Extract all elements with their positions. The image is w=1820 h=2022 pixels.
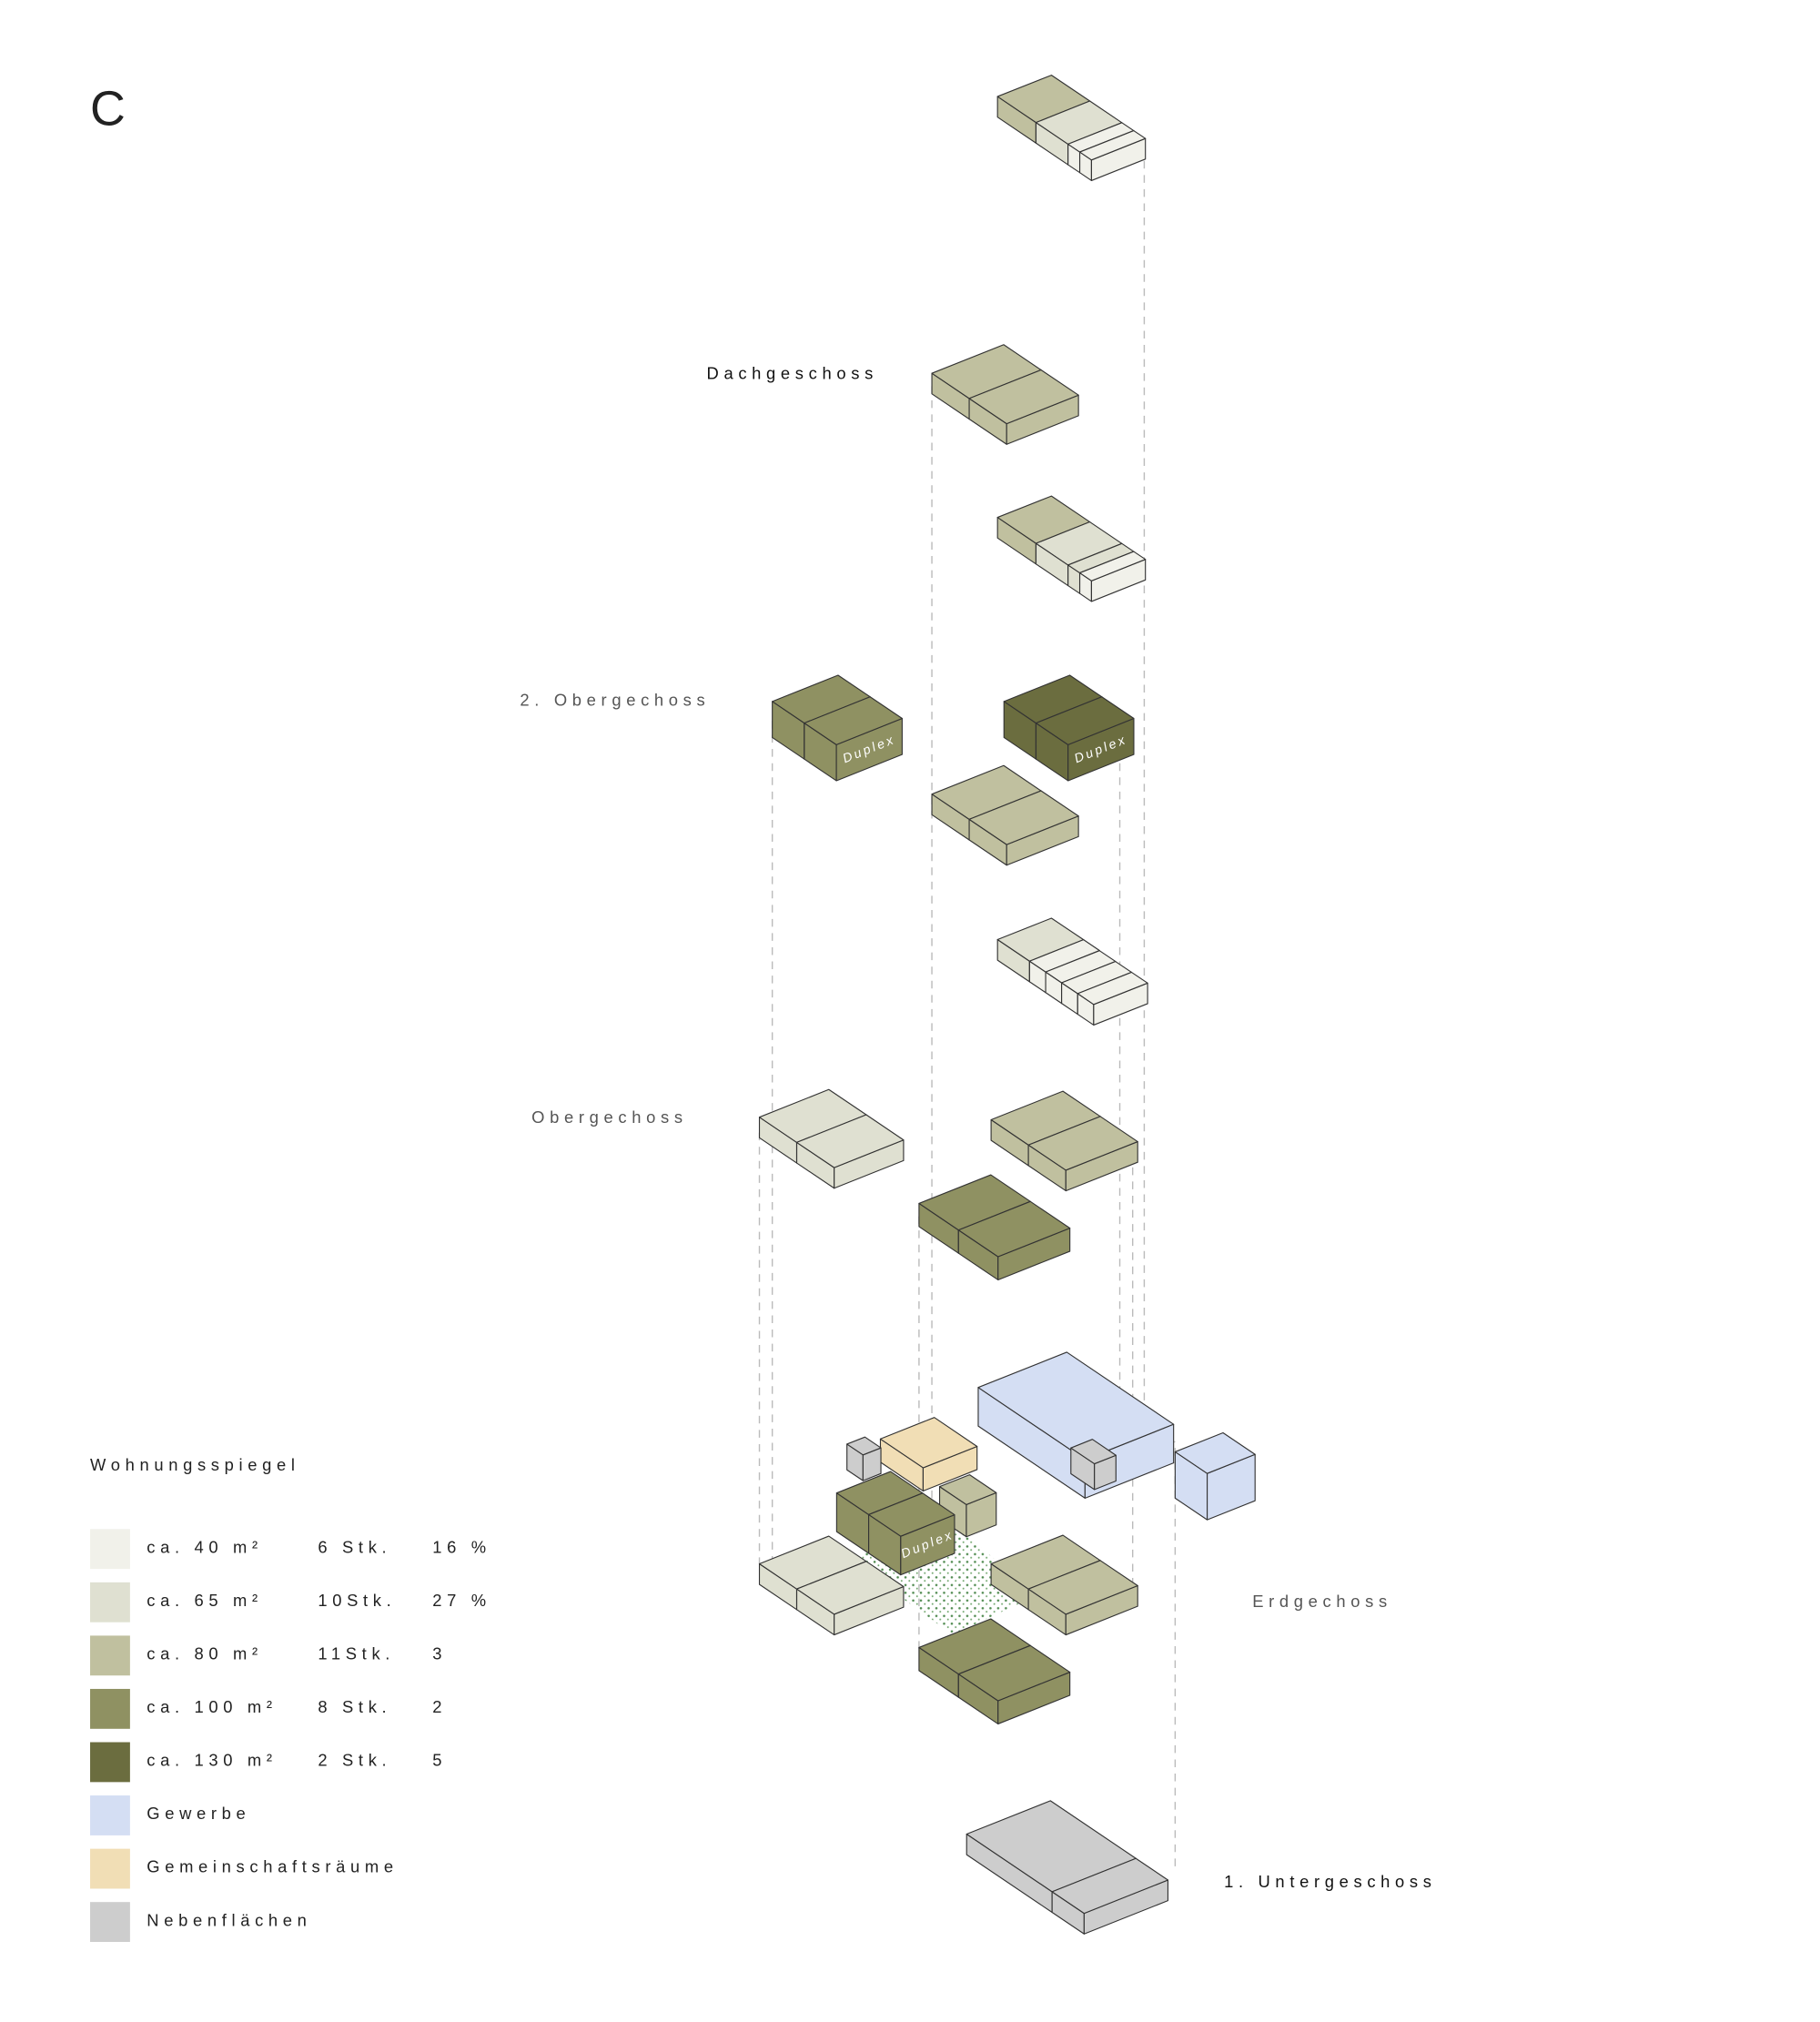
block-top <box>1027 1116 1138 1171</box>
legend-share: 3 <box>432 1643 447 1663</box>
block-top <box>879 1417 978 1469</box>
legend: ca. 40 m² 6 Stk. 16 % ca. 65 m² 10Stk. 27 % ca… <box>90 1529 491 1943</box>
legend-share: 5 <box>432 1751 447 1770</box>
block-top <box>868 1492 956 1537</box>
legend-label: ca. 130 m² <box>147 1751 277 1770</box>
legend-share: 16 % <box>432 1537 491 1556</box>
legend-swatch <box>90 1635 130 1676</box>
block-top <box>804 696 903 745</box>
block-top <box>938 1474 997 1505</box>
legend-count: 8 Stk. <box>318 1697 391 1716</box>
legend-count: 6 Stk. <box>318 1537 391 1556</box>
block-top <box>1077 971 1148 1006</box>
legend-label: Nebenflächen <box>147 1910 311 1929</box>
legend-swatch <box>90 1848 130 1889</box>
legend-label: Gewerbe <box>147 1804 250 1823</box>
legend-swatch <box>90 1688 130 1729</box>
block-top <box>1051 1857 1169 1915</box>
legend-count: 2 Stk. <box>318 1751 391 1770</box>
legend-label: ca. 100 m² <box>147 1697 277 1716</box>
floor-label: 2. Obergechoss <box>520 691 710 710</box>
block-top <box>795 1561 905 1615</box>
legend-swatch <box>90 1582 130 1623</box>
block-top <box>1070 1439 1117 1465</box>
floor-label: 1. Untergeschoss <box>1224 1872 1437 1891</box>
block-top <box>1035 696 1135 745</box>
block-top <box>1078 551 1147 581</box>
legend-label: ca. 80 m² <box>147 1643 263 1663</box>
legend-title: Wohnungsspiegel <box>90 1455 300 1474</box>
legend-label: Gemeinschaftsräume <box>147 1857 398 1876</box>
block-top <box>957 1644 1071 1702</box>
floor-label: Dachgeschoss <box>707 363 878 382</box>
block-top <box>977 1351 1175 1461</box>
legend-swatch <box>90 1795 130 1835</box>
legend-swatch <box>90 1529 130 1570</box>
legend-share: 2 <box>432 1697 447 1716</box>
block-top <box>1027 1560 1138 1615</box>
block-top <box>957 1200 1071 1258</box>
block-top <box>968 790 1079 845</box>
plan-title: C <box>90 81 126 136</box>
block-top <box>795 1114 905 1168</box>
legend-share: 27 % <box>432 1591 491 1610</box>
legend-swatch <box>90 1902 130 1943</box>
floor-label: Obergechoss <box>531 1107 688 1127</box>
floor-label: Erdgechoss <box>1252 1592 1392 1611</box>
block-top <box>1174 1431 1256 1474</box>
legend-label: ca. 40 m² <box>147 1537 263 1556</box>
block-top <box>968 369 1079 425</box>
block-top <box>846 1436 882 1456</box>
legend-label: ca. 65 m² <box>147 1591 263 1610</box>
legend-swatch <box>90 1742 130 1783</box>
block-top <box>1078 129 1147 161</box>
legend-count: 10Stk. <box>318 1591 396 1610</box>
legend-count: 11Stk. <box>318 1643 395 1663</box>
